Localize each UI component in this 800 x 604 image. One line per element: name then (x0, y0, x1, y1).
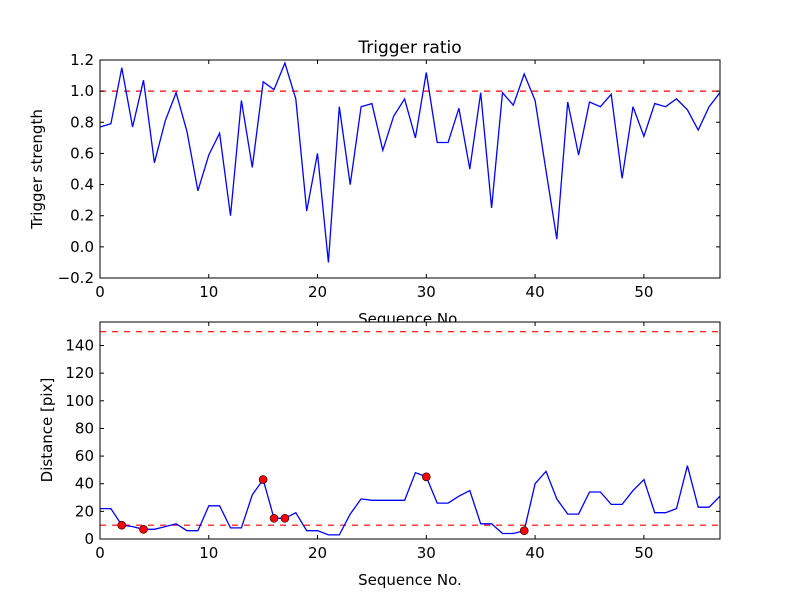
bottom-marker-point (269, 513, 279, 523)
top-y-tick-label: 1.2 (70, 51, 94, 69)
top-x-tick-label: 0 (95, 283, 105, 301)
bottom-y-tick-label: 80 (75, 419, 94, 437)
bottom-series-line (100, 465, 721, 536)
top-x-tick-label: 30 (417, 283, 436, 301)
top-y-tick-label: 0.2 (70, 207, 94, 225)
bottom-x-tick-label: 0 (95, 544, 105, 562)
top-y-tick-label: −0.2 (58, 269, 94, 287)
bottom-y-tick-label: 100 (65, 392, 94, 410)
bottom-marker-point (519, 526, 529, 536)
bottom-plot-area (100, 322, 720, 539)
top-y-tick-label: 0.8 (70, 113, 94, 131)
bottom-marker-point (280, 513, 290, 523)
bottom-y-axis-label: Distance [pix] (38, 378, 56, 483)
top-y-tick-label: 1.0 (70, 82, 94, 100)
bottom-y-tick-label: 40 (75, 475, 94, 493)
bottom-x-tick-label: 30 (417, 544, 436, 562)
top-x-tick-label: 20 (308, 283, 327, 301)
top-y-axis-label: Trigger strength (28, 109, 46, 230)
bottom-axes-frame (99, 321, 721, 540)
top-axes-frame (99, 59, 721, 279)
bottom-y-tick-label: 120 (65, 364, 94, 382)
bottom-y-tick-label: 0 (84, 530, 94, 548)
top-axes: 0 10 20 30 40 50 −0.2 0.0 0.2 0.4 0.6 0.8 1.0 1.2 (58, 51, 721, 301)
bottom-x-tick-label: 20 (308, 544, 327, 562)
top-plot-area (100, 60, 720, 278)
bottom-marker-point (422, 472, 431, 482)
bottom-x-tick-label: 50 (634, 544, 653, 562)
bottom-marker-point (139, 525, 148, 534)
top-y-tick-label: 0.4 (70, 176, 94, 194)
bottom-y-tick-label: 140 (65, 336, 94, 354)
top-x-tick-label: 10 (199, 283, 218, 301)
bottom-x-axis-label: Sequence No. (358, 571, 462, 589)
top-x-tick-label: 40 (526, 283, 545, 301)
top-chart-title: Trigger ratio (357, 38, 461, 58)
bottom-marker-point (258, 475, 268, 484)
bottom-y-tick-label: 20 (75, 502, 94, 520)
bottom-x-tick-label: 40 (526, 544, 545, 562)
bottom-y-tick-label: 60 (75, 447, 94, 465)
top-series-line (99, 61, 721, 263)
bottom-axes: 0 10 20 30 40 50 0 20 40 60 80 100 120 140 (65, 321, 721, 562)
bottom-marker-point (117, 520, 127, 530)
top-y-tick-label: 0.6 (70, 144, 94, 162)
top-y-tick-label: 0.0 (70, 238, 94, 256)
top-x-tick-label: 50 (634, 283, 653, 301)
bottom-x-tick-label: 10 (199, 544, 218, 562)
